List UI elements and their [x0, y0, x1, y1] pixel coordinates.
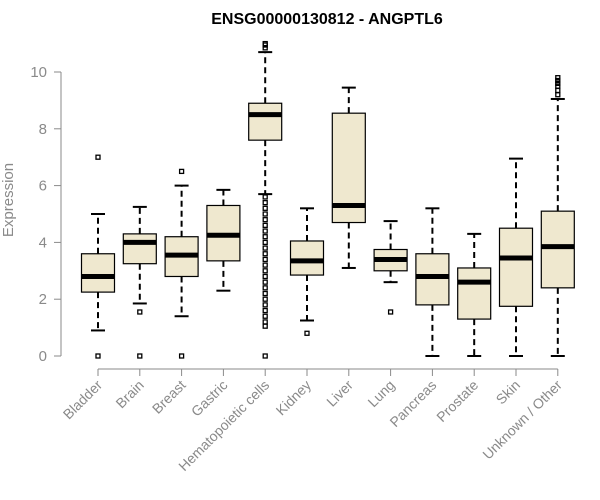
outlier-point	[262, 273, 268, 280]
outlier-point	[178, 168, 185, 175]
outlier-point	[262, 245, 268, 251]
iqr-box	[289, 240, 325, 276]
box-group	[289, 207, 325, 336]
outlier-point	[555, 92, 561, 98]
x-tick-label: Liver	[323, 377, 356, 410]
outlier-point	[262, 296, 268, 302]
outlier-point	[262, 307, 268, 314]
outlier-point	[262, 319, 268, 325]
outlier-point	[262, 199, 268, 206]
outlier-point	[95, 154, 101, 160]
x-tick-label: Kidney	[273, 377, 315, 419]
iqr-box	[415, 253, 450, 306]
outlier-point	[262, 323, 268, 329]
x-tick-label: Unknown / Other	[479, 377, 565, 463]
x-tick-label: Skin	[493, 377, 524, 408]
outlier-point	[555, 83, 561, 89]
outlier-point	[178, 353, 185, 359]
outlier-point	[95, 353, 101, 359]
x-tick-label: Bladder	[60, 377, 106, 423]
outlier-point	[262, 228, 268, 234]
box-group	[164, 168, 199, 359]
outlier-point	[387, 309, 394, 315]
box-group	[206, 188, 241, 292]
iqr-box	[122, 233, 157, 265]
outlier-point	[262, 205, 268, 211]
outlier-point	[262, 262, 268, 268]
box-group	[122, 205, 157, 359]
outlier-point	[304, 330, 310, 336]
outlier-point	[262, 234, 268, 240]
outlier-point	[262, 279, 268, 285]
y-tick-label: 2	[39, 291, 47, 308]
chart-title: ENSG00000130812 - ANGPTL6	[211, 11, 443, 28]
box-group	[498, 157, 534, 357]
x-tick-label: Breast	[149, 377, 189, 417]
y-tick-label: 6	[39, 178, 47, 195]
outlier-point	[262, 302, 268, 308]
box-series	[80, 40, 575, 359]
outlier-point	[262, 211, 268, 217]
outlier-point	[262, 251, 268, 257]
outlier-point	[262, 256, 268, 263]
x-tick-label: Prostate	[433, 377, 481, 425]
outlier-point	[555, 77, 561, 84]
iqr-box	[80, 253, 116, 293]
box-group	[457, 232, 492, 357]
y-tick-label: 10	[30, 64, 47, 81]
box-group	[415, 207, 450, 357]
outlier-point	[137, 353, 143, 359]
x-tick-label: Brain	[112, 377, 146, 411]
box-group	[331, 86, 366, 269]
box-group	[248, 40, 283, 359]
y-tick-label: 4	[39, 234, 47, 251]
box-group	[80, 154, 116, 359]
box-group	[373, 220, 408, 315]
iqr-box	[457, 267, 492, 320]
outlier-point	[262, 239, 268, 246]
x-tick-label: Lung	[364, 377, 397, 410]
outlier-point	[555, 87, 561, 94]
box-group	[540, 75, 575, 357]
y-tick-label: 8	[39, 121, 47, 138]
outlier-point	[262, 290, 268, 297]
outlier-point	[262, 353, 268, 359]
iqr-box	[540, 210, 575, 289]
outlier-point	[262, 268, 268, 274]
outlier-point	[262, 222, 268, 229]
y-axis-label: Expression	[0, 163, 17, 237]
y-tick-label: 0	[39, 348, 47, 365]
outlier-point	[262, 40, 268, 47]
outlier-point	[262, 313, 268, 319]
outlier-point	[262, 194, 268, 200]
outlier-point	[262, 217, 268, 223]
outlier-point	[555, 75, 561, 81]
outlier-point	[137, 309, 143, 315]
iqr-box	[248, 102, 283, 141]
iqr-box	[498, 227, 534, 307]
y-axis: 0 2 4 6 8 10	[30, 64, 62, 365]
outlier-point	[555, 80, 561, 87]
outlier-point	[262, 285, 268, 291]
